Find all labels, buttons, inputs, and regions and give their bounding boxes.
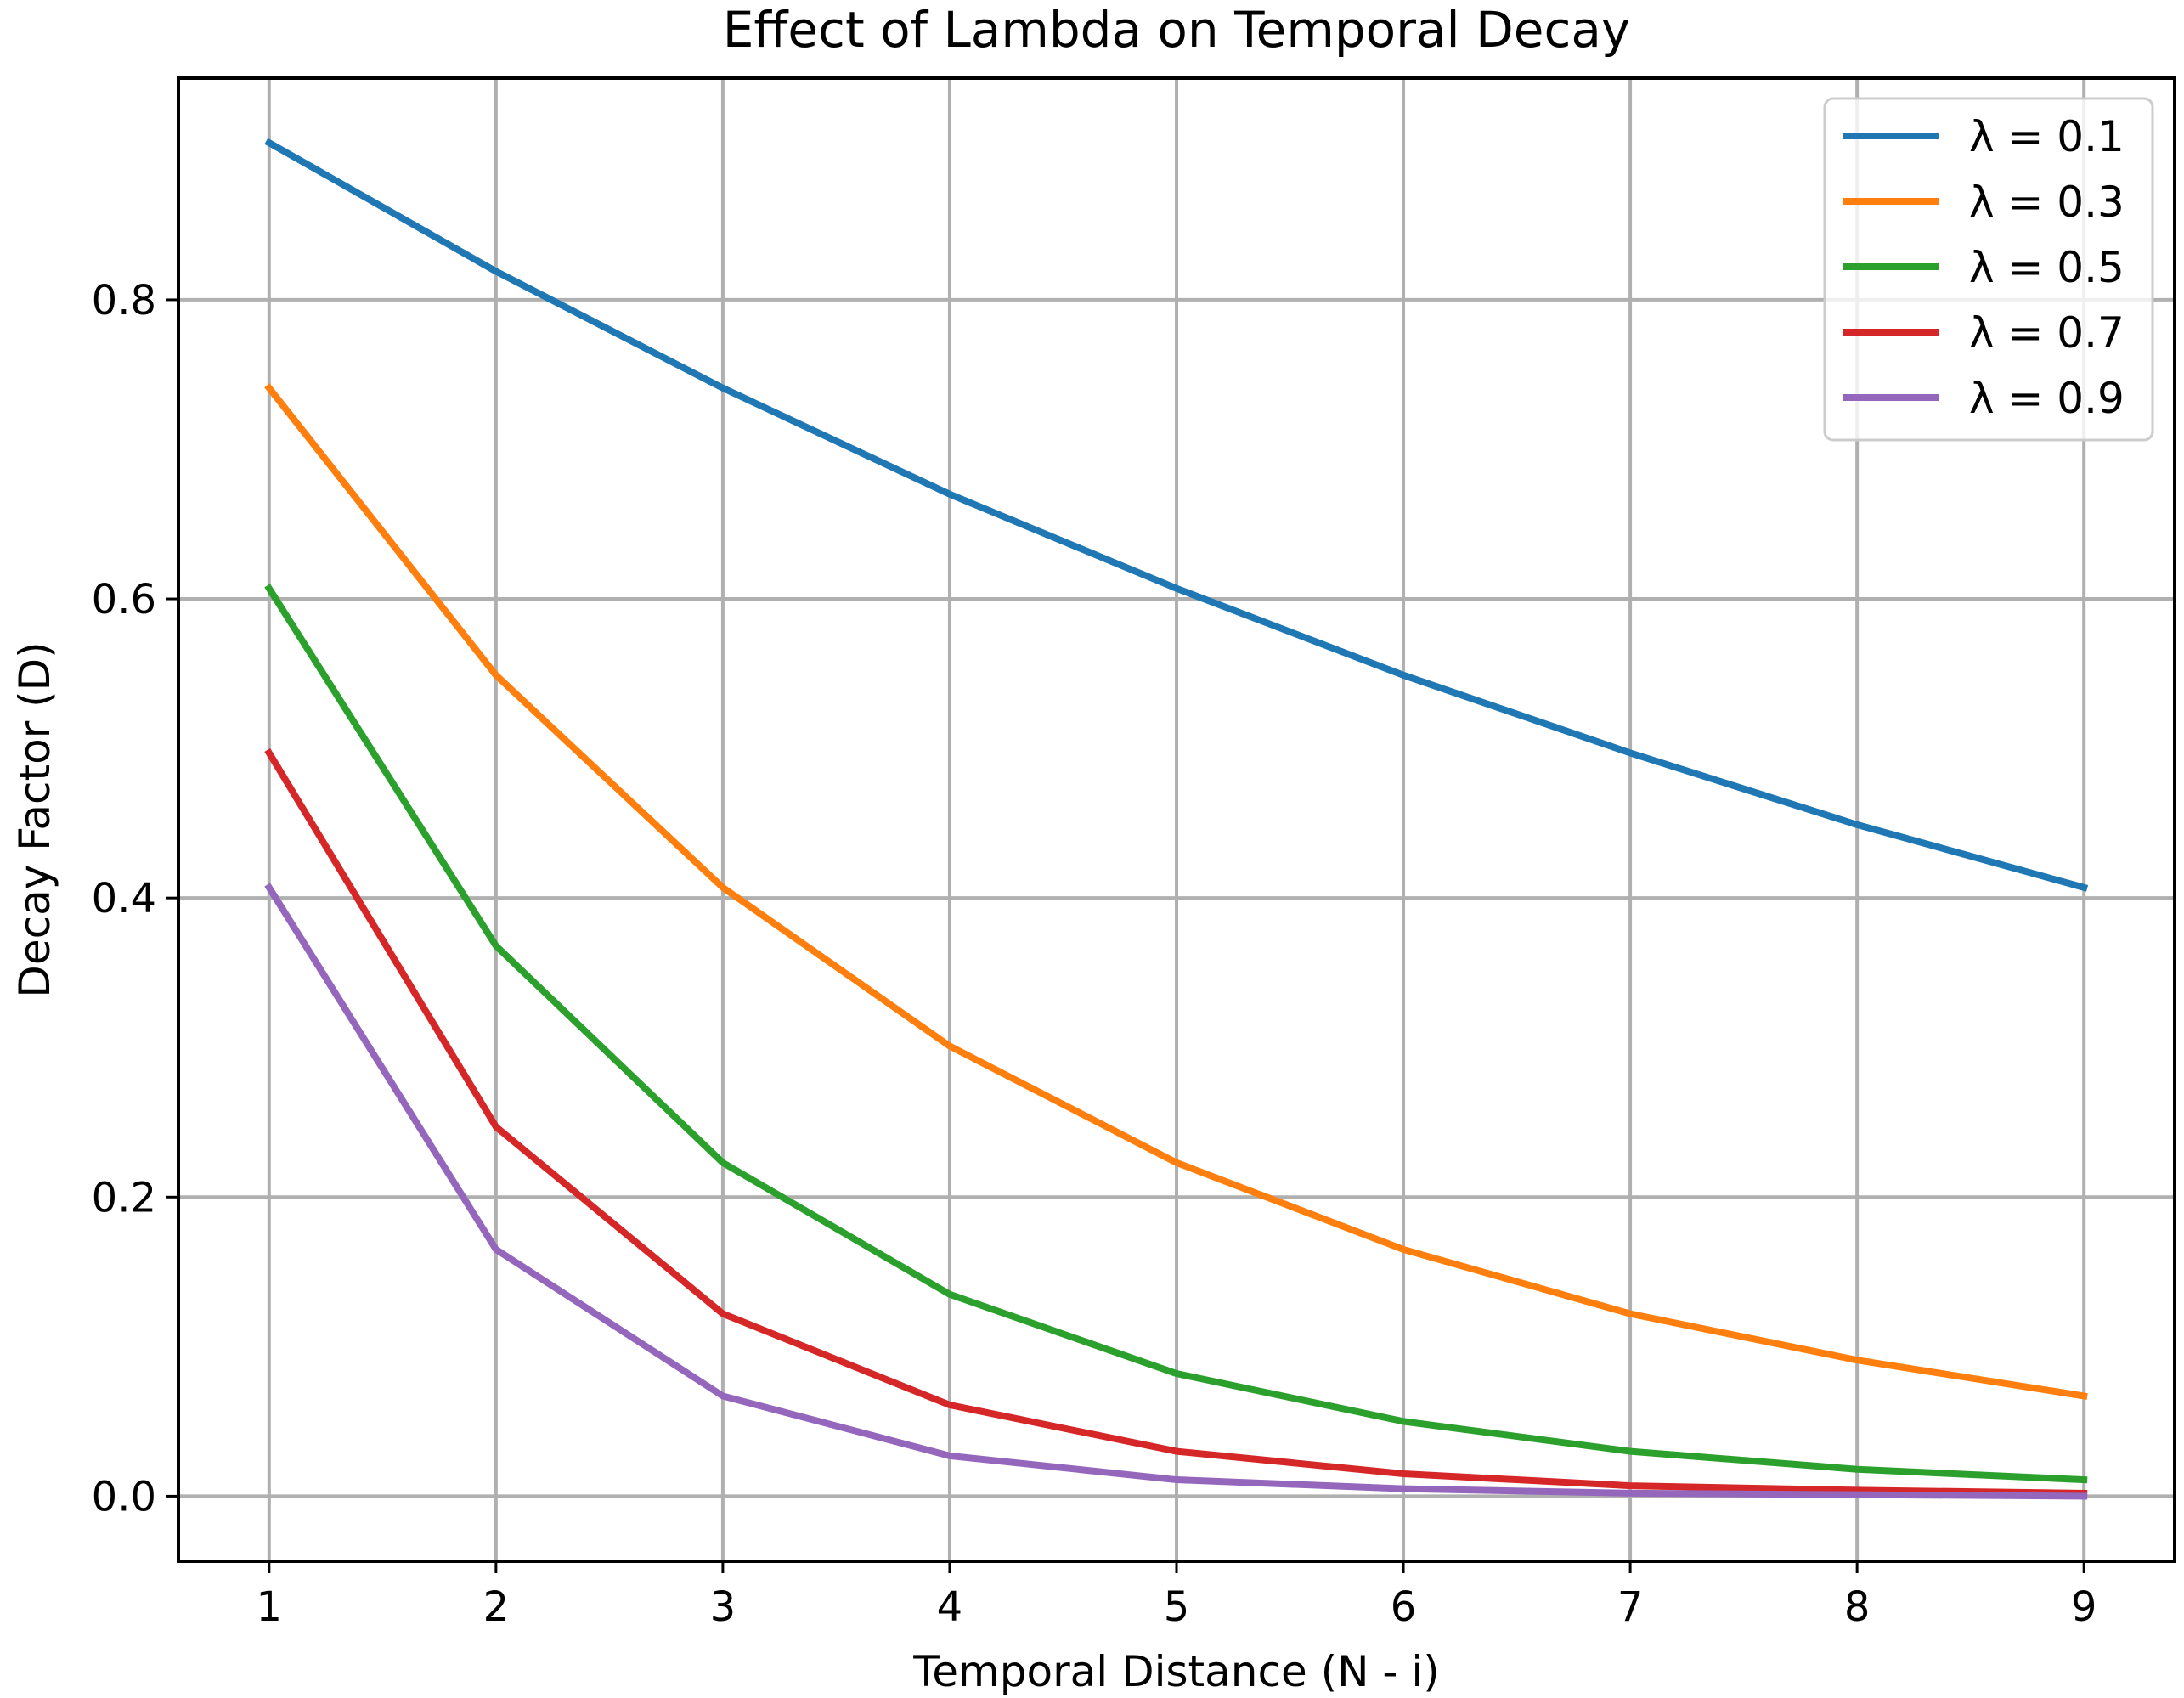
series-line-3 <box>264 584 2088 1484</box>
y-tick-label: 0.2 <box>92 1174 156 1221</box>
x-tick-label: 3 <box>710 1583 736 1631</box>
series-line-5 <box>264 883 2088 1500</box>
legend-label-1: λ = 0.1 <box>1969 112 2125 161</box>
legend-box <box>1823 97 2154 442</box>
x-tick-label: 5 <box>1164 1583 1190 1631</box>
legend-label-3: λ = 0.5 <box>1969 243 2125 292</box>
y-axis-label: Decay Factor (D) <box>10 641 59 997</box>
x-tick-label: 1 <box>257 1583 283 1631</box>
x-tick-label: 6 <box>1391 1583 1417 1631</box>
legend: λ = 0.1 λ = 0.3 λ = 0.5 λ = 0.7 λ = 0.9 <box>1823 97 2154 442</box>
y-tick-label: 0.4 <box>92 875 156 922</box>
series-group <box>264 138 2089 1500</box>
legend-label-2: λ = 0.3 <box>1969 178 2125 227</box>
x-tick-label: 8 <box>1844 1583 1871 1631</box>
series-line-1 <box>264 138 2089 892</box>
y-tick-label: 0.8 <box>92 277 156 324</box>
x-tick-label: 7 <box>1617 1583 1644 1631</box>
x-tick-label: 9 <box>2071 1583 2097 1631</box>
y-tick-label: 0.0 <box>92 1473 156 1520</box>
legend-label-5: λ = 0.9 <box>1969 374 2125 423</box>
series-line-4 <box>264 747 2088 1497</box>
x-tick-label: 4 <box>937 1583 963 1631</box>
series-line-2 <box>264 383 2088 1401</box>
chart-title: Effect of Lambda on Temporal Decay <box>723 1 1630 59</box>
x-axis-label: Temporal Distance (N - i) <box>912 1647 1439 1696</box>
x-tick-label: 2 <box>483 1583 510 1631</box>
legend-label-4: λ = 0.7 <box>1969 308 2125 358</box>
ticks: 1 2 3 4 5 6 7 8 9 0.0 0.2 0.4 0.6 0.8 <box>92 277 2097 1631</box>
y-tick-label: 0.6 <box>92 576 156 623</box>
